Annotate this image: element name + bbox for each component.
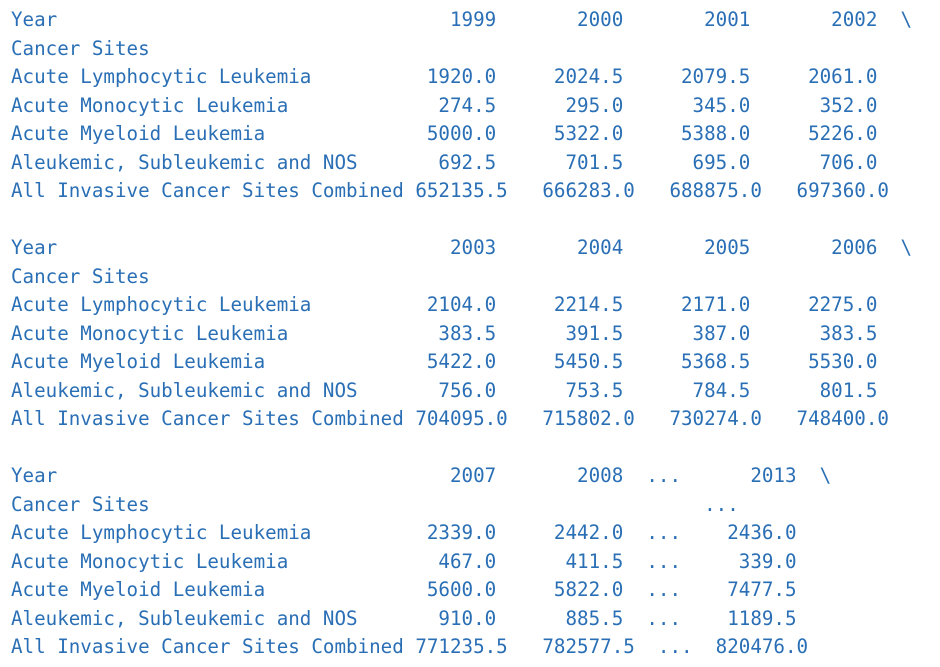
- table-row: All Invasive Cancer Sites Combined 70409…: [11, 407, 889, 430]
- table-row: Acute Myeloid Leukemia 5422.0 5450.5 536…: [11, 350, 878, 373]
- dataframe-output: Year 1999 2000 2001 2002 \ Cancer Sites Ac…: [11, 6, 912, 662]
- index-label-line: Cancer Sites: [11, 264, 150, 288]
- table-row: Aleukemic, Subleukemic and NOS 910.0 885…: [11, 606, 797, 630]
- table-row: Aleukemic, Subleukemic and NOS 692.5 701…: [11, 150, 878, 174]
- table-row: All Invasive Cancer Sites Combined 77123…: [11, 635, 809, 658]
- index-label-line: Cancer Sites ...: [11, 492, 739, 516]
- table-row: All Invasive Cancer Sites Combined 65213…: [11, 179, 889, 202]
- table-row: Acute Lymphocytic Leukemia 2339.0 2442.0…: [11, 521, 797, 544]
- table-row: Acute Myeloid Leukemia 5000.0 5322.0 538…: [11, 122, 878, 145]
- blank-line: [11, 434, 912, 463]
- table-row: Acute Monocytic Leukemia 274.5 295.0 345…: [11, 93, 878, 117]
- block-header-line: Year 2003 2004 2005 2006 \: [11, 236, 913, 259]
- table-row: Aleukemic, Subleukemic and NOS 756.0 753…: [11, 378, 878, 402]
- table-row: Acute Monocytic Leukemia 467.0 411.5 ...…: [11, 549, 797, 573]
- block-header-line: Year 1999 2000 2001 2002 \: [11, 8, 913, 31]
- table-row: Acute Myeloid Leukemia 5600.0 5822.0 ...…: [11, 578, 797, 601]
- table-row: Acute Monocytic Leukemia 383.5 391.5 387…: [11, 321, 878, 345]
- index-label-line: Cancer Sites: [11, 36, 150, 60]
- block-header-line: Year 2007 2008 ... 2013 \: [11, 464, 832, 487]
- table-row: Acute Lymphocytic Leukemia 1920.0 2024.5…: [11, 65, 878, 88]
- blank-line: [11, 206, 912, 235]
- table-row: Acute Lymphocytic Leukemia 2104.0 2214.5…: [11, 293, 878, 316]
